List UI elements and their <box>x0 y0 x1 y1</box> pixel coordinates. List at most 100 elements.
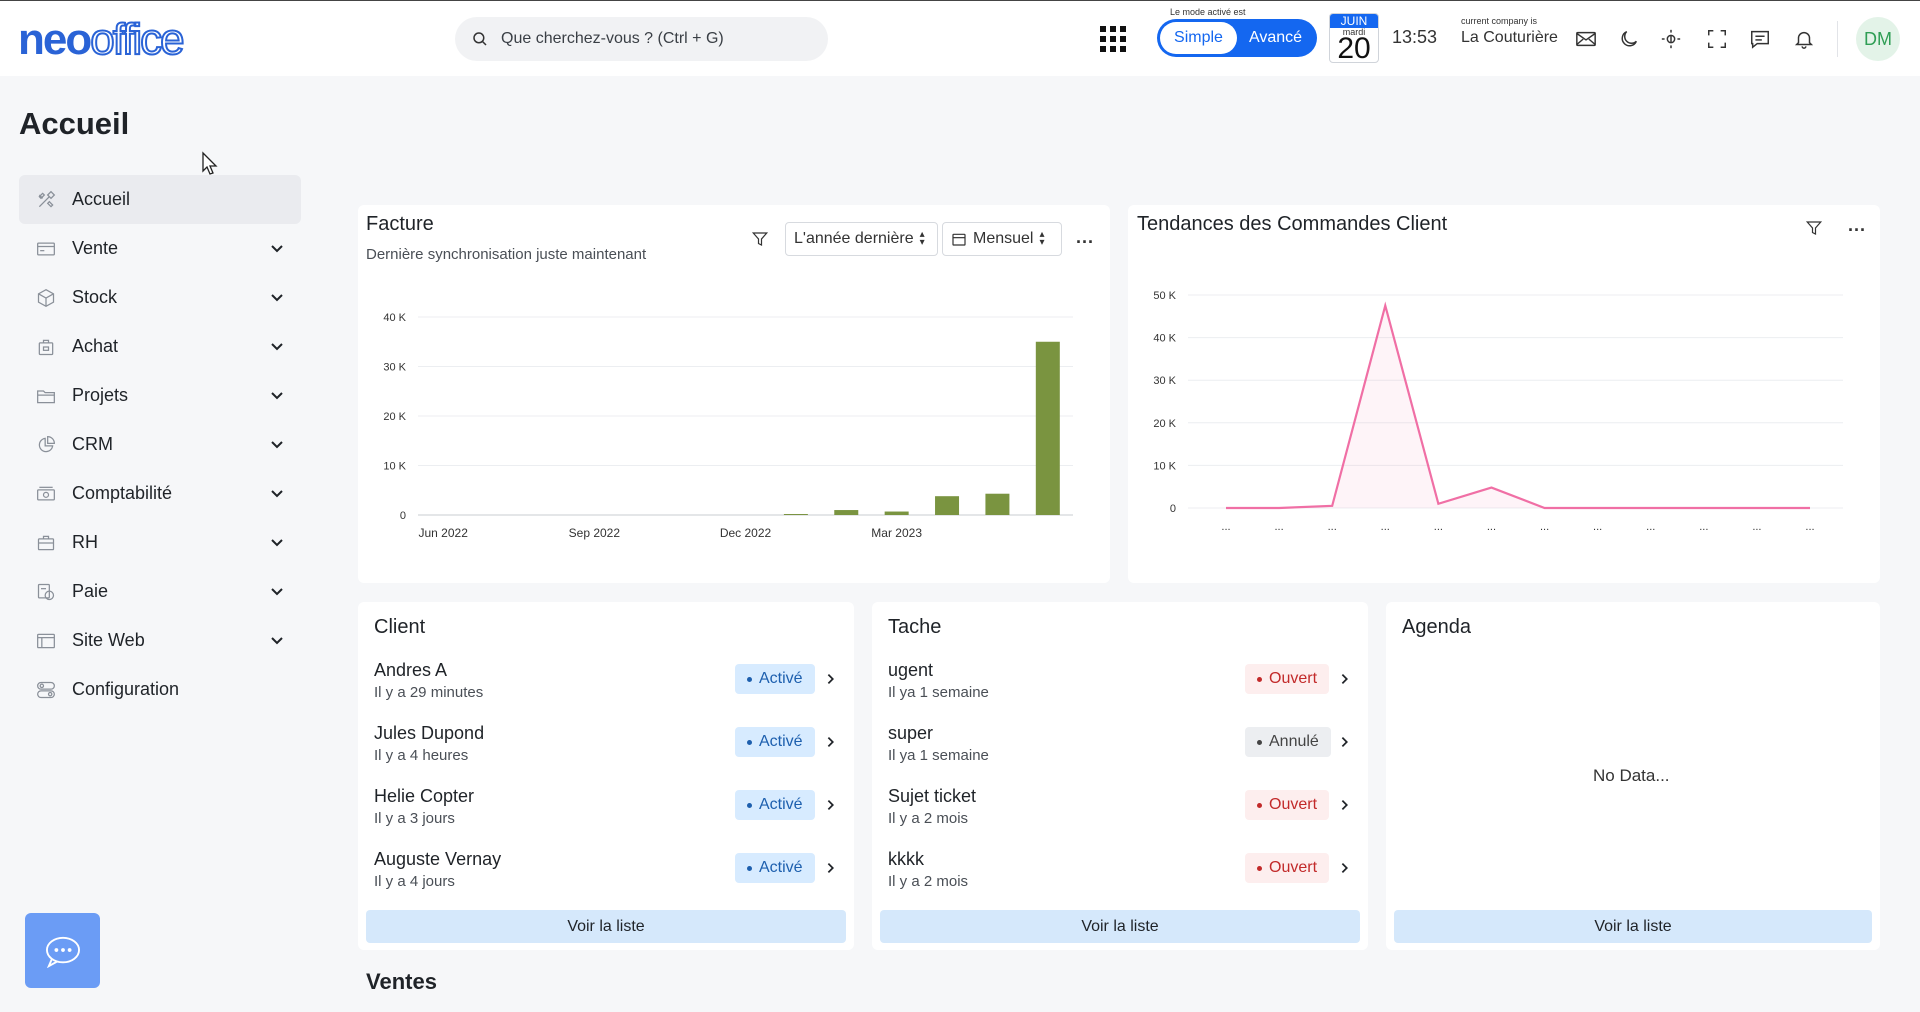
chevron-right-icon[interactable] <box>1338 861 1352 875</box>
mode-simple-option[interactable]: Simple <box>1160 22 1237 54</box>
sidebar-item-paie[interactable]: Paie <box>19 567 301 616</box>
sidebar-item-label: Paie <box>72 581 109 601</box>
status-badge: Annulé <box>1245 727 1331 757</box>
fullscreen-icon[interactable] <box>1704 26 1730 52</box>
chevron-right-icon[interactable] <box>1338 735 1352 749</box>
mode-toggle[interactable]: Simple Avancé <box>1157 19 1317 57</box>
see-list-button[interactable]: Voir la liste <box>1394 910 1872 943</box>
status-badge: Activé <box>735 853 815 883</box>
sidebar-item-label: CRM <box>72 434 113 454</box>
chevron-right-icon[interactable] <box>1338 798 1352 812</box>
sidebar-item-configuration[interactable]: Configuration <box>19 665 301 714</box>
calendar-day: 20 <box>1337 32 1371 63</box>
chevron-down-icon[interactable] <box>269 240 285 256</box>
moon-icon[interactable] <box>1616 26 1642 52</box>
tache-card: Tache ugent Il ya 1 semaine Ouvert super… <box>872 602 1368 950</box>
y-tick-label: 30 K <box>1153 375 1176 387</box>
y-tick-label: 40 K <box>383 312 406 324</box>
chevron-down-icon[interactable] <box>269 534 285 550</box>
chevron-down-icon[interactable] <box>269 485 285 501</box>
calendar-icon[interactable]: JUIN mardi 20 <box>1329 13 1379 63</box>
y-tick-label: 20 K <box>383 411 406 423</box>
sidebar-item-label: Vente <box>72 238 119 258</box>
facture-bar-chart: 0 10 K 20 K 30 K 40 K Jun 2022 Sep 2022 Dec 202… <box>383 312 1073 540</box>
y-tick-label: 40 K <box>1153 333 1176 345</box>
apps-grid-icon[interactable] <box>1100 26 1126 52</box>
company-name[interactable]: La Couturière <box>1461 29 1558 46</box>
chevron-right-icon[interactable] <box>824 735 838 749</box>
period-select[interactable]: L'année dernière ▴ ▾ <box>785 222 938 256</box>
granularity-select-value: Mensuel <box>973 230 1034 247</box>
granularity-select[interactable]: Mensuel ▴ ▾ <box>942 222 1062 256</box>
bar <box>1035 341 1060 515</box>
status-label: Annulé <box>1269 733 1319 750</box>
chevron-right-icon[interactable] <box>824 672 838 686</box>
x-tick-label: ... <box>1381 521 1390 533</box>
app-logo[interactable]: neo office <box>18 14 186 65</box>
sidebar-item-accueil[interactable]: Accueil <box>19 175 301 224</box>
toggle-icon <box>35 679 57 701</box>
sidebar-item-comptabilite[interactable]: Comptabilité <box>19 469 301 518</box>
client-name: Jules Dupond <box>374 723 485 743</box>
x-tick-label: ... <box>1487 521 1496 533</box>
sidebar-item-label: Stock <box>72 287 118 307</box>
search-placeholder: Que cherchez-vous ? (Ctrl + G) <box>501 30 724 47</box>
chevron-right-icon[interactable] <box>824 798 838 812</box>
bar <box>935 496 960 515</box>
see-list-button[interactable]: Voir la liste <box>366 910 846 943</box>
chevron-right-icon[interactable] <box>824 861 838 875</box>
clock: 13:53 <box>1392 27 1438 47</box>
list-item[interactable]: ugent Il ya 1 semaine Ouvert <box>872 652 1368 714</box>
filter-icon[interactable] <box>1805 219 1823 237</box>
mode-advanced-option[interactable]: Avancé <box>1248 29 1303 46</box>
search-bar[interactable]: Que cherchez-vous ? (Ctrl + G) <box>455 17 828 61</box>
mouse-cursor-icon <box>202 151 218 175</box>
sidebar-item-label: Comptabilité <box>72 483 173 503</box>
sidebar-item-crm[interactable]: CRM <box>19 420 301 469</box>
filter-icon[interactable] <box>751 230 769 248</box>
list-item[interactable]: Andres A Il y a 29 minutes Activé <box>358 652 854 714</box>
list-item[interactable]: Auguste Vernay Il y a 4 jours Activé <box>358 841 854 903</box>
list-item[interactable]: Sujet ticket Il y a 2 mois Ouvert <box>872 778 1368 840</box>
status-label: Activé <box>759 733 803 750</box>
sidebar-item-achat[interactable]: Achat <box>19 322 301 371</box>
chevron-down-icon[interactable] <box>269 338 285 354</box>
chevron-down-icon[interactable] <box>269 289 285 305</box>
x-tick-label: ... <box>1275 521 1284 533</box>
see-list-button[interactable]: Voir la liste <box>880 910 1360 943</box>
bell-icon[interactable] <box>1791 26 1817 52</box>
more-options-icon[interactable]: ... <box>1848 215 1867 235</box>
list-item[interactable]: kkkk Il y a 2 mois Ouvert <box>872 841 1368 903</box>
brightness-icon[interactable] <box>1658 26 1684 52</box>
x-tick-label: Mar 2023 <box>871 526 922 540</box>
sidebar-item-vente[interactable]: Vente <box>19 224 301 273</box>
status-label: Ouvert <box>1269 859 1318 876</box>
sidebar-item-projets[interactable]: Projets <box>19 371 301 420</box>
avatar[interactable]: DM <box>1856 17 1900 61</box>
chevron-down-icon[interactable] <box>269 436 285 452</box>
chevron-down-icon[interactable] <box>269 387 285 403</box>
list-item[interactable]: Jules Dupond Il y a 4 heures Activé <box>358 715 854 777</box>
chevron-down-icon[interactable] <box>269 632 285 648</box>
list-item[interactable]: super Il ya 1 semaine Annulé <box>872 715 1368 777</box>
tendances-title: Tendances des Commandes Client <box>1137 213 1448 235</box>
chat-fab-button[interactable] <box>25 913 100 988</box>
list-item[interactable]: Helie Copter Il y a 3 jours Activé <box>358 778 854 840</box>
chevron-down-icon[interactable] <box>269 583 285 599</box>
sidebar-item-stock[interactable]: Stock <box>19 273 301 322</box>
chevron-right-icon[interactable] <box>1338 672 1352 686</box>
client-title: Client <box>374 616 426 638</box>
calendar-weekday: mardi <box>1342 27 1366 37</box>
sidebar-item-rh[interactable]: RH <box>19 518 301 567</box>
facture-title: Facture <box>366 213 434 235</box>
sidebar-item-site-web[interactable]: Site Web <box>19 616 301 665</box>
logo-part2: office <box>89 14 185 65</box>
mail-icon[interactable] <box>1573 26 1599 52</box>
bar <box>783 514 808 515</box>
bag-icon <box>35 336 57 358</box>
more-options-icon[interactable]: ... <box>1076 227 1095 247</box>
payslip-icon <box>35 581 57 603</box>
x-tick-label: ... <box>1699 521 1708 533</box>
period-select-value: L'année dernière <box>794 230 914 247</box>
chat-icon[interactable] <box>1747 26 1773 52</box>
